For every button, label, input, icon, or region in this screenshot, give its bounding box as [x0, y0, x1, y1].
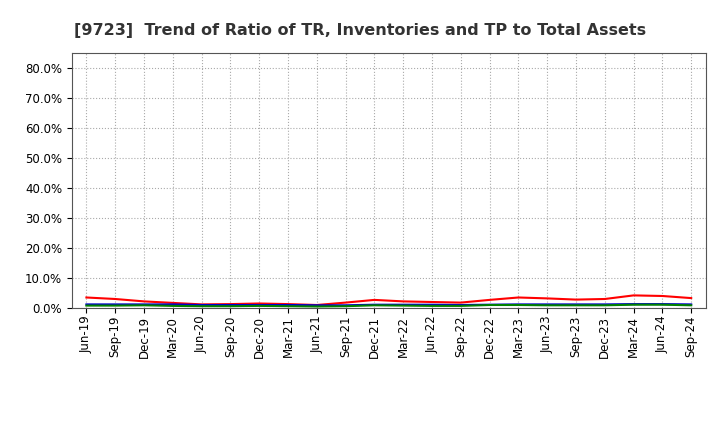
Trade Payables: [168, 303, 177, 308]
Trade Receivables: [255, 301, 264, 306]
Trade Receivables: [111, 297, 120, 302]
Trade Receivables: [168, 300, 177, 305]
Trade Payables: [485, 302, 494, 308]
Trade Payables: [456, 303, 465, 308]
Inventories: [543, 302, 552, 307]
Inventories: [226, 302, 235, 308]
Trade Payables: [140, 303, 148, 308]
Inventories: [399, 302, 408, 307]
Inventories: [572, 302, 580, 307]
Inventories: [687, 302, 696, 307]
Trade Payables: [197, 304, 206, 309]
Trade Receivables: [226, 301, 235, 307]
Trade Receivables: [399, 299, 408, 304]
Inventories: [370, 302, 379, 307]
Trade Payables: [629, 302, 638, 307]
Trade Receivables: [197, 302, 206, 307]
Inventories: [255, 302, 264, 308]
Trade Receivables: [600, 297, 609, 302]
Trade Payables: [572, 303, 580, 308]
Trade Receivables: [284, 301, 292, 307]
Line: Inventories: Inventories: [86, 304, 691, 305]
Inventories: [284, 302, 292, 308]
Inventories: [82, 302, 91, 307]
Trade Payables: [341, 304, 350, 309]
Trade Receivables: [572, 297, 580, 302]
Trade Receivables: [629, 293, 638, 298]
Trade Payables: [255, 303, 264, 308]
Trade Receivables: [428, 299, 436, 304]
Trade Payables: [226, 304, 235, 309]
Trade Payables: [687, 303, 696, 308]
Inventories: [600, 302, 609, 307]
Trade Receivables: [341, 300, 350, 305]
Inventories: [428, 302, 436, 307]
Trade Receivables: [456, 300, 465, 305]
Trade Payables: [658, 302, 667, 307]
Trade Receivables: [82, 295, 91, 300]
Trade Payables: [600, 303, 609, 308]
Trade Payables: [111, 303, 120, 308]
Trade Receivables: [370, 297, 379, 303]
Text: [9723]  Trend of Ratio of TR, Inventories and TP to Total Assets: [9723] Trend of Ratio of TR, Inventories…: [74, 23, 646, 38]
Inventories: [658, 301, 667, 307]
Trade Receivables: [658, 293, 667, 299]
Trade Payables: [284, 304, 292, 309]
Line: Trade Payables: Trade Payables: [86, 304, 691, 307]
Trade Payables: [543, 303, 552, 308]
Inventories: [312, 303, 321, 308]
Trade Receivables: [485, 297, 494, 303]
Trade Payables: [399, 303, 408, 308]
Trade Payables: [370, 303, 379, 308]
Inventories: [140, 302, 148, 307]
Line: Trade Receivables: Trade Receivables: [86, 295, 691, 305]
Trade Receivables: [140, 299, 148, 304]
Trade Receivables: [312, 302, 321, 308]
Inventories: [456, 302, 465, 308]
Inventories: [629, 301, 638, 307]
Inventories: [197, 302, 206, 308]
Trade Payables: [514, 302, 523, 308]
Inventories: [341, 303, 350, 308]
Trade Payables: [82, 303, 91, 308]
Inventories: [111, 302, 120, 307]
Trade Receivables: [514, 295, 523, 300]
Inventories: [514, 302, 523, 307]
Inventories: [485, 302, 494, 307]
Trade Receivables: [543, 296, 552, 301]
Trade Payables: [312, 304, 321, 309]
Inventories: [168, 302, 177, 307]
Trade Payables: [428, 303, 436, 308]
Trade Receivables: [687, 295, 696, 301]
